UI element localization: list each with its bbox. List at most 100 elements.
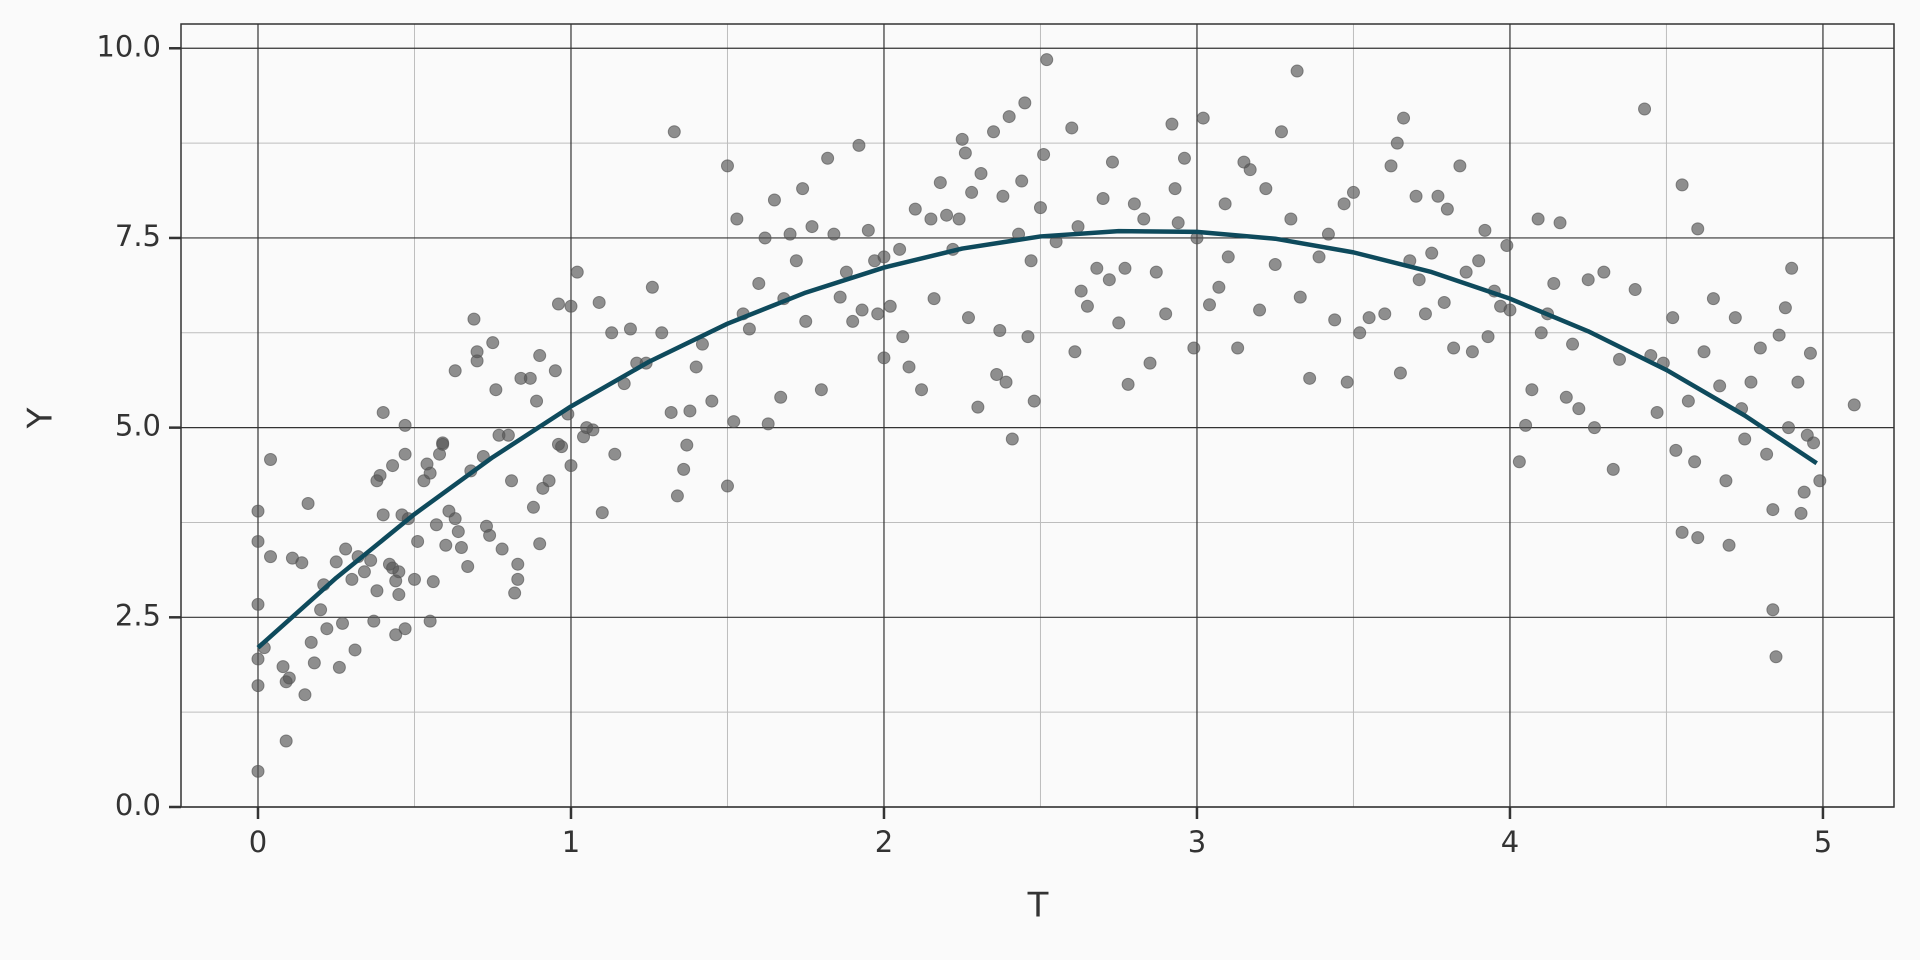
scatter-point bbox=[664, 405, 678, 419]
scatter-point bbox=[720, 479, 734, 493]
scatter-point bbox=[398, 622, 412, 636]
scatter-point bbox=[805, 220, 819, 234]
scatter-point bbox=[608, 447, 622, 461]
scatter-point bbox=[511, 572, 525, 586]
scatter-point bbox=[1597, 265, 1611, 279]
scatter-point bbox=[1037, 148, 1051, 161]
scatter-point bbox=[1706, 292, 1720, 306]
scatter-point bbox=[1090, 261, 1104, 275]
scatter-point bbox=[1218, 197, 1232, 211]
scatter-point bbox=[1512, 455, 1526, 469]
scatter-point bbox=[1638, 102, 1652, 116]
scatter-point bbox=[508, 586, 522, 600]
scatter-point bbox=[251, 652, 265, 666]
scatter-point bbox=[1418, 307, 1432, 321]
y-axis-label: Y bbox=[21, 407, 61, 429]
scatter-point bbox=[1447, 341, 1461, 355]
scatter-point bbox=[1738, 432, 1752, 446]
scatter-point bbox=[1121, 377, 1135, 391]
scatter-point bbox=[1137, 212, 1151, 226]
scatter-point bbox=[861, 223, 875, 237]
scatter-point bbox=[301, 497, 315, 511]
scatter-point bbox=[774, 390, 788, 404]
scatter-point bbox=[398, 418, 412, 432]
scatter-point bbox=[1534, 326, 1548, 340]
scatter-point bbox=[564, 299, 578, 313]
scatter-point bbox=[320, 622, 334, 636]
scatter-point bbox=[742, 322, 756, 336]
scatter-point bbox=[1681, 394, 1695, 408]
scatter-point bbox=[1378, 307, 1392, 321]
scatter-point bbox=[1274, 125, 1288, 139]
scatter-point bbox=[1177, 151, 1191, 165]
scatter-point bbox=[1797, 485, 1811, 499]
scatter-point bbox=[877, 351, 891, 365]
scatter-point bbox=[1362, 311, 1376, 325]
scatter-point bbox=[783, 227, 797, 241]
scatter-point bbox=[1606, 462, 1620, 476]
scatter-point bbox=[1425, 246, 1439, 260]
scatter-point bbox=[282, 671, 296, 685]
scatter-point bbox=[505, 474, 519, 488]
scatter-point bbox=[689, 360, 703, 374]
scatter-point bbox=[855, 303, 869, 317]
scatter-point bbox=[1284, 212, 1298, 226]
scatter-point bbox=[251, 534, 265, 548]
scatter-point bbox=[429, 518, 443, 532]
scatter-point bbox=[1065, 121, 1079, 135]
scatter-point bbox=[752, 276, 766, 290]
scatter-point bbox=[436, 437, 450, 451]
scatter-point bbox=[655, 326, 669, 340]
scatter-point bbox=[1337, 197, 1351, 211]
scatter-point bbox=[670, 489, 684, 503]
scatter-point bbox=[1628, 283, 1642, 297]
scatter-point bbox=[1519, 418, 1533, 432]
scatter-point bbox=[727, 415, 741, 429]
scatter-point bbox=[251, 764, 265, 778]
scatter-point bbox=[999, 375, 1013, 389]
scatter-point bbox=[376, 508, 390, 522]
scatter-point bbox=[1353, 326, 1367, 340]
scatter-point bbox=[799, 314, 813, 328]
scatter-point bbox=[251, 504, 265, 518]
scatter-point bbox=[1033, 201, 1047, 215]
scatter-point bbox=[1525, 383, 1539, 397]
x-tick-label: 1 bbox=[562, 825, 580, 859]
scatter-point bbox=[1187, 341, 1201, 355]
scatter-point bbox=[952, 212, 966, 226]
scatter-point bbox=[548, 364, 562, 378]
scatter-point bbox=[370, 584, 384, 598]
scatter-point bbox=[993, 324, 1007, 338]
scatter-point bbox=[1478, 223, 1492, 237]
scatter-point bbox=[1002, 110, 1016, 124]
scatter-point bbox=[1159, 307, 1173, 321]
scatter-point bbox=[357, 565, 371, 579]
scatter-point bbox=[927, 292, 941, 306]
scatter-point bbox=[814, 383, 828, 397]
scatter-point bbox=[423, 466, 437, 480]
scatter-point bbox=[304, 635, 318, 649]
scatter-point bbox=[720, 159, 734, 173]
scatter-point bbox=[1531, 212, 1545, 226]
scatter-point bbox=[511, 557, 525, 571]
scatter-point bbox=[426, 575, 440, 589]
scatter-point bbox=[1503, 303, 1517, 317]
scatter-point bbox=[1243, 163, 1257, 177]
scatter-point bbox=[1587, 421, 1601, 435]
scatter-point bbox=[1346, 185, 1360, 199]
scatter-point bbox=[908, 202, 922, 216]
scatter-point bbox=[1453, 159, 1467, 173]
scatter-point bbox=[495, 542, 509, 556]
scatter-point bbox=[883, 299, 897, 313]
scatter-point bbox=[1390, 136, 1404, 150]
scatter-point bbox=[1102, 273, 1116, 287]
scatter-point bbox=[758, 231, 772, 245]
scatter-point bbox=[990, 368, 1004, 382]
scatter-point bbox=[965, 185, 979, 199]
scatter-point bbox=[1074, 284, 1088, 298]
scatter-point bbox=[1785, 261, 1799, 275]
scatter-point bbox=[592, 295, 606, 309]
scatter-point bbox=[893, 242, 907, 256]
scatter-point bbox=[1465, 345, 1479, 359]
